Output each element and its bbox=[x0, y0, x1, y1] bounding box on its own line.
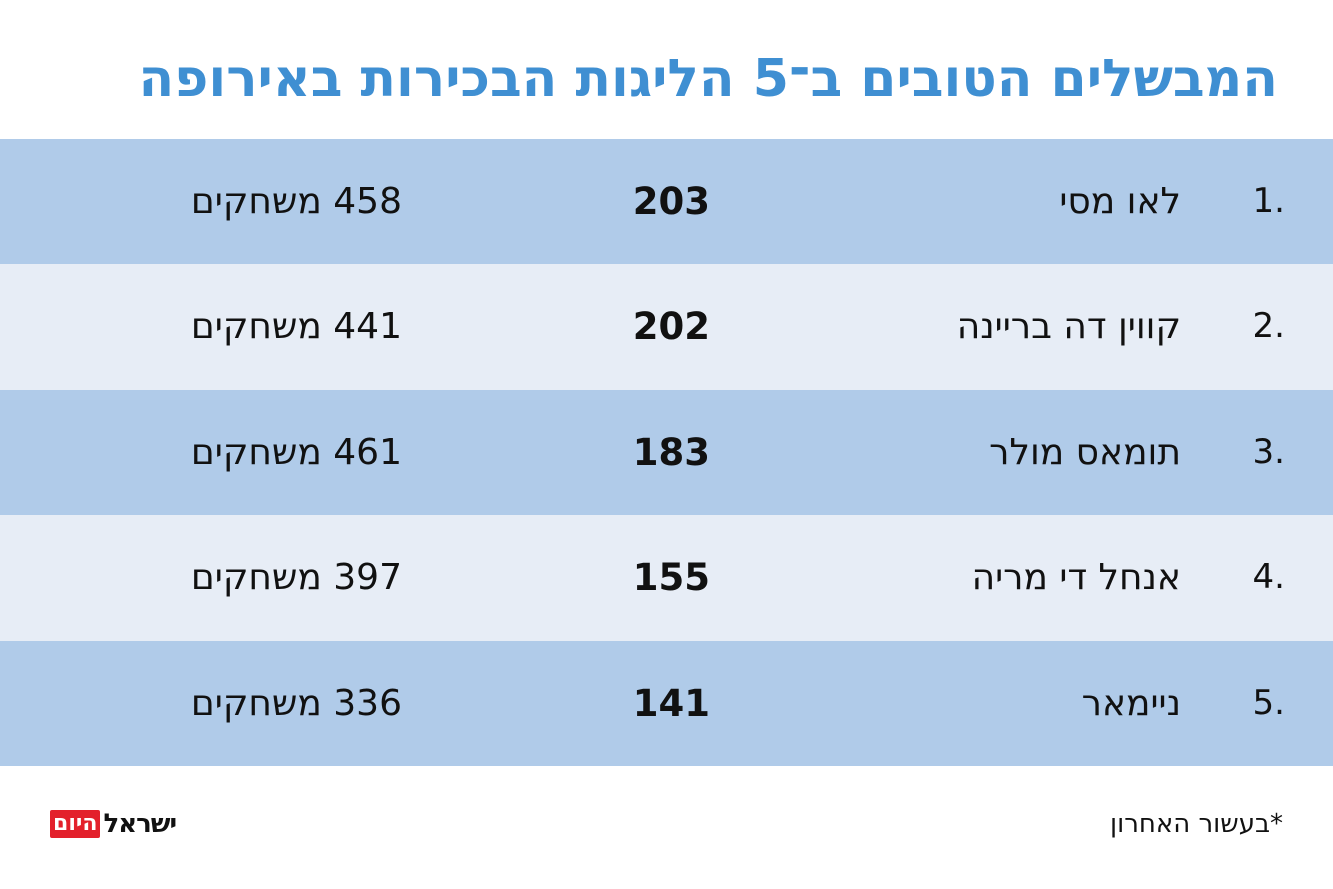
games-played: 397 משחקים bbox=[190, 557, 402, 599]
assists-table: 1. לאו מסי 203 458 משחקים 2. קווין דה בריינה 2… bbox=[0, 139, 1333, 766]
assists-count: 183 bbox=[632, 430, 710, 474]
player-name: קווין דה בריינה bbox=[956, 306, 1181, 348]
player-name: תומאס מולר bbox=[989, 431, 1181, 473]
logo-wordmark: ישראל bbox=[103, 809, 177, 839]
table-row: 1. לאו מסי 203 458 משחקים bbox=[0, 139, 1333, 265]
player-name: אנחל די מריה bbox=[971, 557, 1181, 599]
player-name: לאו מסי bbox=[1059, 181, 1181, 222]
rank-number: 1. bbox=[1252, 181, 1285, 221]
games-played: 336 משחקים bbox=[190, 682, 402, 724]
table-row: 3. תומאס מולר 183 461 משחקים bbox=[0, 389, 1333, 516]
assists-count: 203 bbox=[632, 180, 710, 223]
assists-count: 155 bbox=[632, 556, 710, 600]
games-played: 461 משחקים bbox=[190, 431, 402, 473]
assists-count: 141 bbox=[632, 681, 710, 725]
rank-number: 4. bbox=[1252, 557, 1285, 598]
footnote: *בעשור האחרון bbox=[1110, 809, 1283, 839]
table-row: 4. אנחל די מריה 155 397 משחקים bbox=[0, 515, 1333, 641]
publisher-logo: ישראל היום bbox=[50, 804, 177, 844]
rank-number: 2. bbox=[1252, 306, 1285, 347]
table-row: 5. ניימאר 141 336 משחקים bbox=[0, 640, 1333, 766]
rank-number: 5. bbox=[1252, 682, 1285, 723]
rank-number: 3. bbox=[1252, 431, 1285, 472]
player-name: ניימאר bbox=[1081, 682, 1181, 724]
table-row: 2. קווין דה בריינה 202 441 משחקים bbox=[0, 264, 1333, 390]
page-title: המבשלים הטובים ב־5 הליגות הבכירות באירופ… bbox=[138, 49, 1278, 109]
logo-badge: היום bbox=[50, 810, 101, 838]
assists-count: 202 bbox=[632, 305, 710, 349]
games-played: 441 משחקים bbox=[190, 306, 402, 348]
games-played: 458 משחקים bbox=[190, 181, 402, 222]
